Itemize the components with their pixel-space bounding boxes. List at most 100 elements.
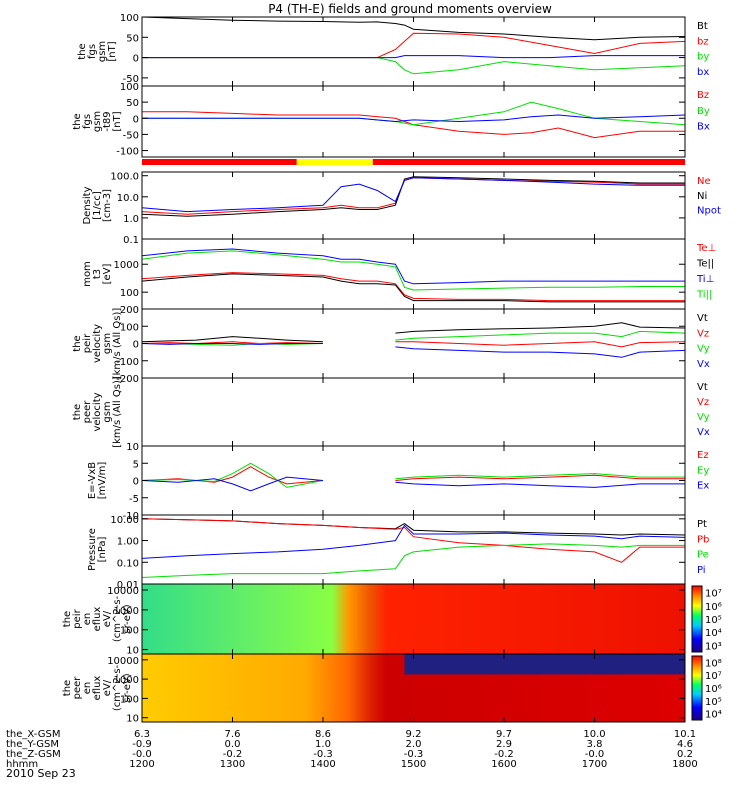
x-axis-value: 1300: [220, 759, 245, 770]
colorbar-tick-label: 10⁴: [705, 628, 722, 639]
series-line-p2-2: [142, 114, 686, 123]
y-axis-label-line: [nT]: [107, 41, 118, 61]
y-tick-label: 10: [126, 646, 139, 657]
y-axis-label-line: eV/: [102, 610, 113, 627]
y-tick-label: 0: [133, 54, 139, 65]
y-tick-label: 5: [133, 459, 139, 470]
legend-label-p8-3: Pi: [697, 565, 706, 576]
legend-label-p6-3: Vx: [697, 427, 710, 438]
figure-title: P4 (TH-E) fields and ground moments over…: [268, 2, 552, 16]
legend-label-p3-2: Npot: [697, 206, 721, 217]
y-tick-label: -10: [123, 511, 139, 522]
y-tick-label: -50: [123, 74, 139, 85]
mode-bar-segment: [372, 159, 685, 165]
y-tick-label: 100.0: [110, 172, 139, 183]
legend-label-p7-0: Ez: [697, 450, 709, 461]
x-axis-value: 1500: [401, 759, 426, 770]
legend-label-p2-2: Bx: [697, 122, 710, 133]
y-tick-label: -5: [129, 494, 139, 505]
legend-label-p6-0: Vt: [697, 382, 708, 393]
series-line-p5-1: [141, 341, 686, 348]
y-axis-label-line: t3: [92, 269, 103, 279]
x-axis-value: 0.0: [225, 739, 241, 750]
y-axis-label-line: velocity: [92, 324, 103, 363]
y-axis-label-line: [km/s (All Qs)]: [112, 376, 123, 448]
y-axis-label-p1: thefgsgsm[nT]: [77, 41, 118, 62]
series-line-p4-1: [141, 273, 685, 303]
y-axis-label-line: -t89: [102, 111, 113, 131]
y-axis-label-line: gsm: [102, 333, 113, 354]
legend-label-p4-1: Te||: [696, 259, 714, 270]
y-axis-label-p3: Density[1/cc][cm-3]: [82, 186, 113, 224]
y-axis-label-line: peer: [72, 676, 83, 700]
series-line-p3-1: [141, 176, 685, 217]
y-axis-label-line: eV/: [102, 679, 113, 696]
panel-p9: 10⁷ 10⁶ 10⁵ 10⁴ 10³ 10000 1000 100 10 thepeirenef…: [62, 583, 722, 657]
y-tick-label: -100: [116, 357, 139, 368]
y-tick-label: 0: [133, 114, 139, 125]
y-tick-label: 10: [126, 714, 139, 725]
y-tick-label: 50: [126, 33, 139, 44]
x-axis-value: 8.6: [315, 729, 331, 740]
x-axis-row-label: the_Z-GSM: [6, 749, 61, 760]
legend-label-p5-3: Vx: [697, 359, 710, 370]
panel-frame-p2: [141, 85, 686, 158]
x-axis-value: 10.0: [583, 729, 605, 740]
legend-label-p7-2: Ex: [697, 481, 709, 492]
legend-label-p4-2: Ti⊥: [696, 274, 714, 285]
panel-p6: Vt Vz Vy Vx thepeervelocitygsm[km/s (All Qs)…: [72, 376, 710, 448]
y-tick-label: 10000: [107, 586, 139, 597]
y-axis-label-line: the: [72, 335, 83, 351]
y-axis-label-line: peir: [82, 333, 93, 353]
panel-frame-p7: [141, 445, 686, 516]
x-axis-value: 0.2: [677, 749, 693, 760]
y-tick-label: 10: [126, 442, 139, 453]
legend-label-p7-1: Ey: [697, 465, 709, 476]
colorbar-tick-label: 10⁵: [705, 615, 722, 626]
y-tick-label: 0.10: [117, 558, 139, 569]
y-tick-label: -200: [116, 374, 139, 385]
legend-label-p4-0: Te⊥: [696, 243, 716, 254]
y-axis-label-p7: E=-VxB[mV/m]: [87, 462, 108, 500]
y-tick-label: 1000: [114, 606, 139, 617]
x-axis-value: 1600: [491, 759, 516, 770]
panel-p10: 10⁸ 10⁷ 10⁶ 10⁵ 10⁴ 10000 1000 100 10 thepeerenef…: [62, 653, 722, 725]
spectrogram-low-flux-region: [404, 654, 685, 675]
y-axis-label-line: mom: [82, 261, 93, 287]
x-axis-value: 10.1: [674, 729, 696, 740]
y-axis-label-line: E=-VxB: [87, 462, 98, 499]
series-line-p4-0: [141, 272, 685, 302]
y-axis-label-line: [mV/m]: [97, 462, 108, 500]
y-axis-label-line: the: [62, 680, 73, 696]
x-axis-value: -0.0: [132, 749, 152, 760]
x-axis-value: 6.3: [134, 729, 150, 740]
y-tick-label: 0: [133, 340, 139, 351]
series-line-p1-1: [142, 32, 686, 59]
y-axis-label-p6: thepeervelocitygsm[km/s (All Qs)]: [72, 376, 123, 448]
legend-label-p2-1: By: [697, 106, 710, 117]
legend-label-p1-1: bz: [697, 36, 709, 47]
y-axis-label-line: the: [77, 43, 88, 59]
y-tick-label: -100: [116, 147, 139, 158]
y-tick-label: -50: [123, 130, 139, 141]
panel-p1: Bt bz by bx 100 50 0 -50 thefgsgsm[nT]: [77, 13, 709, 87]
x-axis-value: -0.3: [313, 749, 333, 760]
mode-bar-segment: [142, 159, 297, 165]
y-axis-label-line: Pressure: [87, 528, 98, 571]
y-tick-label: 100: [120, 82, 139, 93]
mode-bar-segment: [296, 159, 373, 165]
panel-p8: Pt Pb Pe Pi 10.00 1.00 0.10 0.01 Pressure[nPa]: [87, 514, 709, 591]
y-axis-label-line: the: [72, 404, 83, 420]
legend-label-p3-0: Ne: [697, 176, 711, 187]
legend-label-p8-2: Pe: [697, 550, 709, 561]
y-tick-label: 1000: [114, 675, 139, 686]
x-axis-value: 7.6: [225, 729, 241, 740]
y-axis-label-line: sr-eV): [122, 604, 133, 633]
y-tick-label: 100: [120, 322, 139, 333]
x-axis-value: 1400: [310, 759, 335, 770]
colorbar-tick-label: 10⁵: [705, 697, 722, 708]
y-axis-label-p9: thepeirenefluxeV/(cm^2-s-sr-eV): [62, 595, 133, 642]
x-axis-value: 9.2: [406, 729, 422, 740]
panels: Btbzbybx100500-50thefgsgsm[nT]BzByBx1005…: [62, 13, 722, 725]
